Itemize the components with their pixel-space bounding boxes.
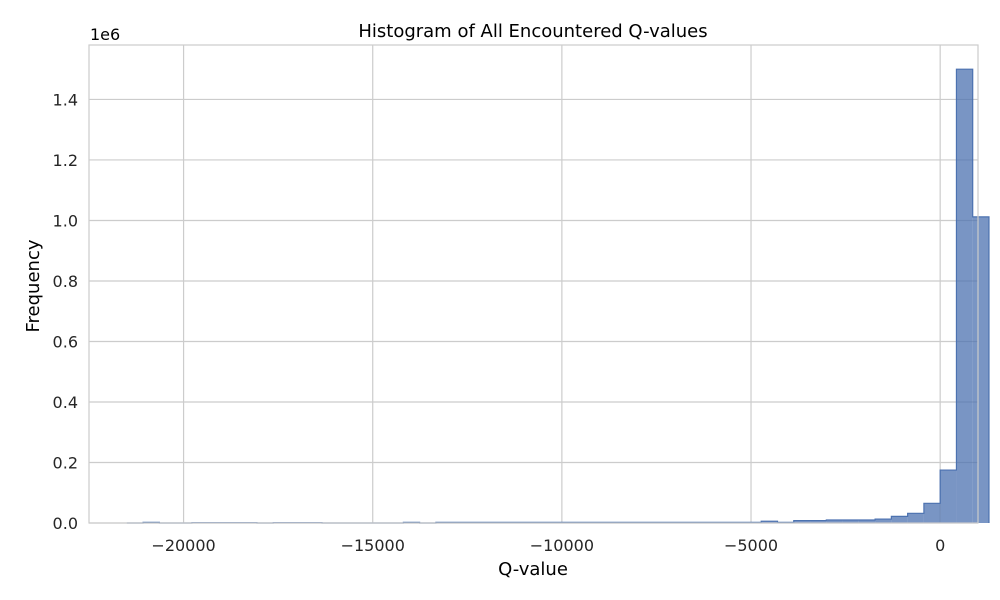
histogram-bar (940, 470, 957, 523)
y-axis-label: Frequency (23, 239, 44, 332)
histogram-bar (842, 519, 859, 523)
histogram-bar (858, 519, 876, 523)
x-axis-label: Q-value (498, 559, 568, 580)
x-tick-label: −15000 (341, 536, 405, 555)
x-tick-label: −20000 (151, 536, 215, 555)
histogram-bar (956, 69, 973, 524)
y-tick-label: 0.6 (53, 332, 78, 351)
histogram-bar (875, 519, 892, 523)
chart-title: Histogram of All Encountered Q-values (358, 21, 707, 42)
histogram-bar (891, 516, 908, 523)
y-tick-label: 0.8 (53, 272, 78, 291)
histogram-bar (810, 520, 827, 523)
histogram-bar (761, 521, 778, 523)
x-tick-label: −10000 (530, 536, 594, 555)
y-tick-label: 1.0 (53, 211, 78, 230)
y-tick-label: 1.2 (53, 151, 78, 170)
y-tick-label: 0.4 (53, 393, 78, 412)
x-tick-label: −5000 (724, 536, 778, 555)
plot-frame (88, 44, 979, 524)
y-offset-label: 1e6 (90, 25, 120, 44)
x-tick-label: 0 (935, 536, 945, 555)
y-tick-label: 0.2 (53, 453, 78, 472)
y-tick-label: 0.0 (53, 514, 78, 533)
histogram-bar (793, 520, 811, 523)
histogram-bar (923, 503, 941, 523)
histogram-bars (126, 68, 990, 524)
histogram-bar (972, 216, 989, 523)
histogram-bar (907, 513, 924, 523)
y-tick-label: 1.4 (53, 90, 78, 109)
y-tick-labels: 0.0 0.2 0.4 0.6 0.8 1.0 1.2 1.4 (53, 90, 78, 533)
histogram-bar (826, 519, 843, 523)
x-tick-labels: −20000 −15000 −10000 −5000 0 (151, 536, 945, 555)
